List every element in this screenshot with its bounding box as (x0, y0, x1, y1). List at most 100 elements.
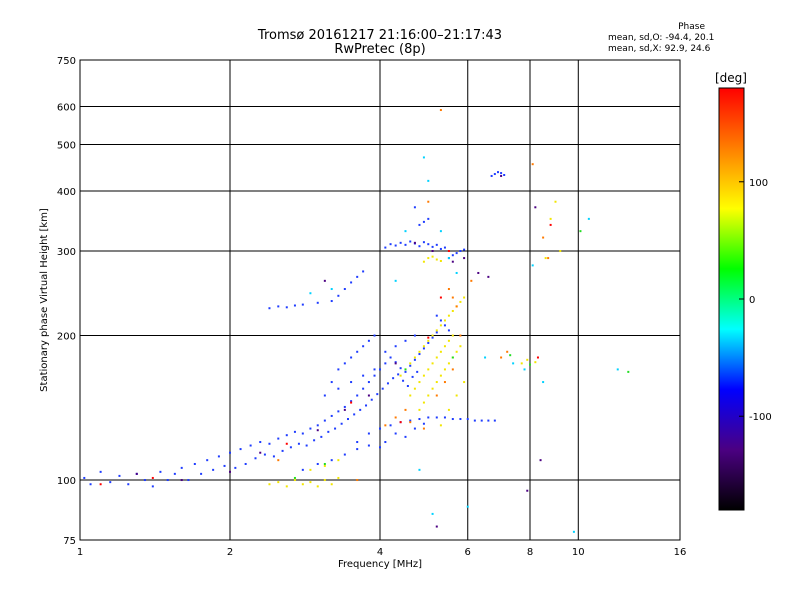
data-point (459, 334, 462, 337)
data-point (268, 483, 271, 486)
data-point (435, 314, 438, 317)
data-point (413, 356, 416, 359)
data-point (285, 442, 288, 445)
data-point (503, 173, 506, 176)
data-point (413, 427, 416, 430)
data-point (418, 468, 421, 471)
data-point (490, 174, 493, 177)
data-point (418, 418, 421, 421)
data-point (435, 525, 438, 528)
data-point (309, 468, 312, 471)
data-point (439, 259, 442, 262)
data-point (435, 416, 438, 419)
data-point (500, 356, 503, 359)
data-point (534, 206, 537, 209)
data-point (293, 476, 296, 479)
data-point (180, 479, 183, 482)
data-point (431, 245, 434, 248)
data-point (394, 432, 397, 435)
data-point (451, 334, 454, 337)
data-point (418, 245, 421, 248)
data-points (83, 109, 630, 533)
data-point (459, 418, 462, 421)
data-point (229, 451, 231, 454)
y-axis-ticks: 75 100 200 300 400 500 600 750 (57, 56, 76, 547)
data-point (301, 303, 304, 306)
data-point (362, 374, 365, 377)
data-point (384, 441, 387, 444)
data-point (427, 179, 430, 182)
grid-lines (80, 60, 680, 540)
data-point (343, 288, 346, 291)
data-point (422, 427, 425, 430)
data-point (399, 367, 402, 370)
data-point (206, 459, 209, 462)
data-point (373, 368, 376, 371)
data-point (394, 345, 397, 348)
data-point (473, 419, 476, 422)
data-point (439, 296, 442, 299)
data-point (373, 374, 376, 377)
data-point (309, 292, 312, 295)
data-point (418, 381, 421, 384)
data-point (223, 464, 226, 467)
data-point (422, 345, 425, 348)
data-point (151, 476, 154, 479)
data-point (431, 387, 434, 390)
data-point (616, 368, 619, 371)
data-point (316, 429, 319, 432)
data-point (413, 334, 416, 337)
data-point (409, 394, 412, 397)
data-point (305, 444, 308, 447)
data-point (455, 252, 458, 255)
data-point (549, 217, 552, 220)
data-point (443, 324, 446, 327)
data-point (422, 241, 425, 244)
data-point (343, 362, 346, 365)
data-point (362, 387, 365, 390)
data-point (447, 288, 450, 291)
data-point (463, 248, 466, 251)
data-point (217, 455, 220, 458)
data-point (301, 483, 304, 486)
data-point (542, 381, 545, 384)
data-point (309, 481, 312, 484)
data-point (293, 430, 296, 433)
data-point (418, 223, 421, 226)
data-point (151, 485, 154, 488)
data-point (435, 331, 438, 334)
data-point (554, 200, 557, 203)
data-point (399, 241, 402, 244)
data-point (386, 382, 389, 385)
data-point (404, 230, 407, 233)
data-point (330, 300, 333, 303)
data-point (455, 394, 458, 397)
data-point (330, 288, 333, 291)
data-point (330, 459, 333, 462)
data-point (526, 358, 529, 361)
data-point (455, 350, 458, 353)
plot-frame (79, 59, 681, 541)
colorbar-tick-label: 100 (749, 178, 768, 189)
x-tick-label: 2 (227, 547, 233, 558)
data-point (506, 350, 509, 353)
data-point (451, 368, 454, 371)
data-point (367, 444, 370, 447)
data-point (418, 408, 421, 411)
data-point (323, 479, 326, 482)
data-point (249, 444, 252, 447)
data-point (435, 381, 438, 384)
data-point (435, 356, 438, 359)
data-point (394, 244, 397, 247)
data-point (187, 479, 190, 482)
data-point (627, 370, 630, 373)
phase-heading: Phase (678, 22, 705, 32)
data-point (277, 459, 280, 462)
data-point (330, 381, 333, 384)
data-point (509, 354, 512, 357)
data-point (313, 439, 316, 442)
data-point (439, 230, 442, 233)
data-point (431, 334, 434, 337)
data-point (389, 356, 392, 359)
data-point (579, 230, 582, 233)
